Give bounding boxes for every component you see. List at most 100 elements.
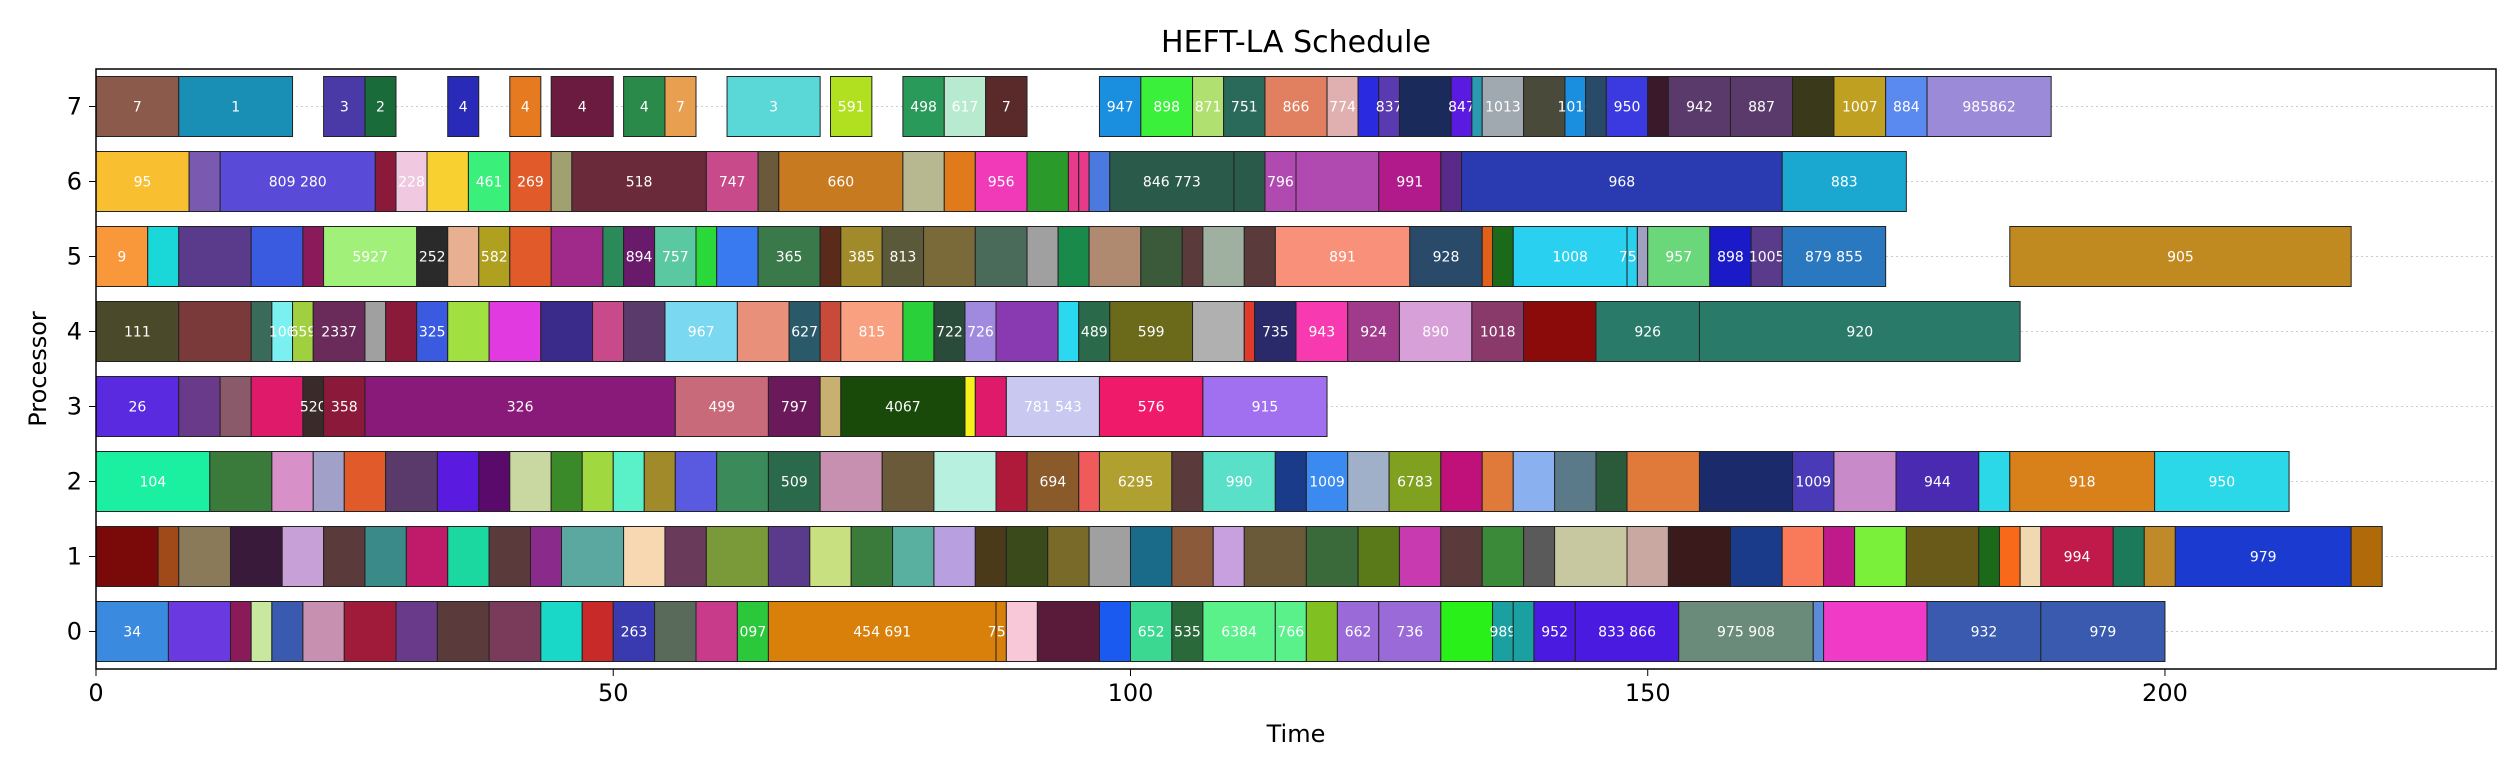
task-label: 576 (1138, 400, 1165, 416)
task-bar (943, 76, 987, 137)
task-bar (1698, 301, 2021, 362)
task-bar (447, 226, 480, 287)
task-label: 890 (1422, 325, 1449, 341)
task-label: 757 (662, 250, 689, 266)
task-bar (1171, 601, 1204, 662)
task-bar (819, 451, 883, 512)
task-bar (1398, 526, 1442, 587)
task-bar (1243, 226, 1276, 287)
task-bar (778, 151, 904, 212)
task-bar (478, 226, 511, 287)
task-bar (178, 301, 252, 362)
task-bar (1171, 526, 1214, 587)
task-bar (1554, 451, 1597, 512)
task-label: 924 (1360, 325, 1387, 341)
task-label: 1008 (1552, 250, 1588, 266)
task-bar (1357, 526, 1400, 587)
task-label: 7 (133, 100, 142, 116)
task-label: 4067 (885, 400, 921, 416)
task-bar (2040, 601, 2166, 662)
task-bar (1078, 301, 1111, 362)
y-axis: 0 1 2 3 4 5 6 7 (67, 93, 96, 646)
task-bar (95, 526, 159, 587)
task-bar (643, 451, 676, 512)
task-label: 325 (419, 325, 446, 341)
task-bar (1471, 76, 1483, 137)
task-bar (1750, 226, 1783, 287)
task-label: 898 (1153, 100, 1180, 116)
task-bar (385, 301, 418, 362)
task-label: 9 (117, 250, 126, 266)
task-label: 6295 (1118, 475, 1154, 491)
task-label: 898 (1717, 250, 1744, 266)
task-label: 489 (1081, 325, 1108, 341)
task-bar (478, 451, 511, 512)
task-bar (364, 526, 407, 587)
task-bar (705, 151, 759, 212)
task-bar (1667, 76, 1731, 137)
task-bar (1202, 376, 1328, 437)
task-bar (395, 601, 438, 662)
task-label: 097 (740, 625, 767, 641)
task-bar (1647, 76, 1669, 137)
task-bar (1305, 451, 1349, 512)
task-bar (933, 301, 966, 362)
y-tick-label: 0 (67, 618, 82, 646)
task-label: 968 (1608, 175, 1635, 191)
task-bar (509, 451, 552, 512)
task-bar (767, 451, 821, 512)
x-axis: 0 50 100 150 200 (88, 669, 2188, 707)
task-bar (1926, 76, 2052, 137)
task-bar (1647, 226, 1711, 287)
task-label: 894 (626, 250, 653, 266)
task-label: 957 (1665, 250, 1692, 266)
task-label: 591 (838, 100, 865, 116)
task-bar (726, 76, 821, 137)
y-tick-label: 5 (67, 243, 82, 271)
task-bar (540, 301, 594, 362)
task-bar (209, 451, 273, 512)
task-bar (447, 526, 490, 587)
task-label: 4 (521, 100, 530, 116)
task-bar (1274, 451, 1307, 512)
task-bar (2143, 526, 2176, 587)
task-bar (767, 376, 821, 437)
task-bar (850, 526, 894, 587)
task-bar (302, 601, 345, 662)
task-bar (1409, 226, 1483, 287)
task-bar (436, 601, 490, 662)
task-bar (995, 301, 1059, 362)
task-bar (1088, 151, 1111, 212)
task-bar (312, 301, 366, 362)
task-label: 879 855 (1805, 250, 1863, 266)
task-bar (436, 451, 480, 512)
task-label: 883 (1831, 175, 1858, 191)
task-label: 989 (1490, 625, 1517, 641)
task-bar (581, 451, 614, 512)
task-bar (1978, 451, 2011, 512)
task-bar (1005, 601, 1038, 662)
task-label: 736 (1396, 625, 1423, 641)
task-label: 985862 (1962, 100, 2015, 116)
task-bar (716, 451, 769, 512)
task-bar (1998, 526, 2021, 587)
task-bar (1792, 451, 1835, 512)
task-bar (312, 451, 345, 512)
task-bar (1347, 451, 1390, 512)
task-bar (674, 451, 718, 512)
task-bar (1440, 151, 1463, 212)
task-label: 4 (640, 100, 649, 116)
task-bar (323, 226, 418, 287)
task-label: 660 (827, 175, 854, 191)
task-label: 932 (1971, 625, 1998, 641)
task-bar (767, 526, 811, 587)
task-bar (829, 76, 873, 137)
task-bar (943, 151, 976, 212)
task-bar (1585, 76, 1607, 137)
task-label: 627 (791, 325, 818, 341)
task-bar (1305, 526, 1359, 587)
x-tick-label: 0 (88, 679, 103, 707)
task-label: 582 (481, 250, 508, 266)
y-tick-label: 2 (67, 468, 82, 496)
